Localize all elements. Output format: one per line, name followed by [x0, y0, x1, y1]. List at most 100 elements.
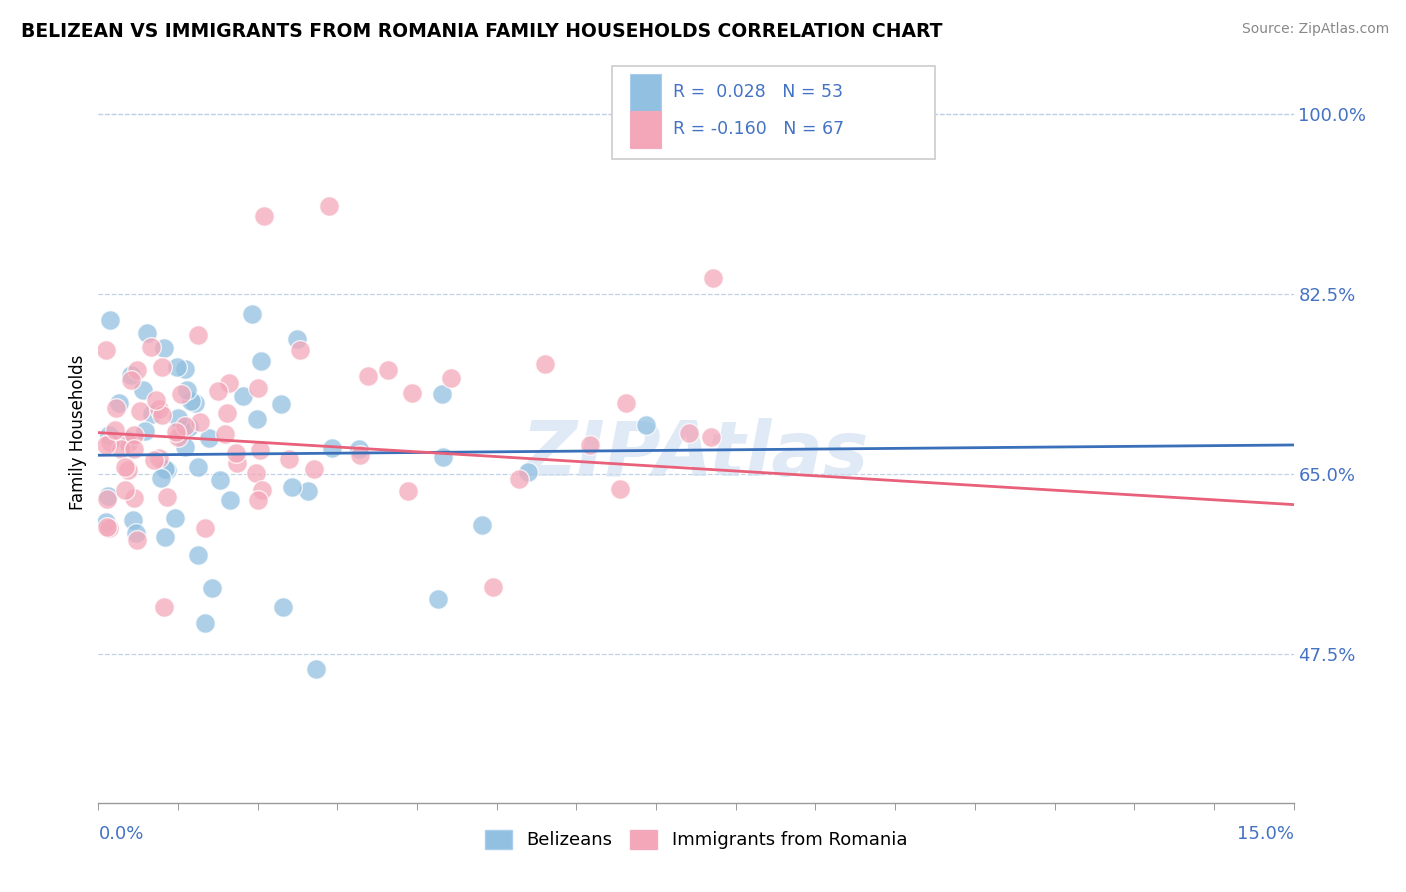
Point: [98, 428, 121, 442]
Point: [302, 461, 325, 475]
Point: [122, 491, 145, 505]
FancyBboxPatch shape: [630, 74, 661, 111]
Point: [141, 407, 163, 421]
Point: [281, 480, 304, 494]
FancyBboxPatch shape: [613, 66, 935, 159]
Point: [166, 359, 188, 374]
Text: 0.0%: 0.0%: [98, 825, 143, 844]
Point: [153, 530, 176, 544]
Point: [246, 412, 269, 426]
Point: [129, 403, 152, 417]
Text: BELIZEAN VS IMMIGRANTS FROM ROMANIA FAMILY HOUSEHOLDS CORRELATION CHART: BELIZEAN VS IMMIGRANTS FROM ROMANIA FAMI…: [21, 22, 942, 41]
Point: [163, 510, 186, 524]
Text: R = -0.160   N = 67: R = -0.160 N = 67: [673, 120, 845, 138]
Point: [377, 363, 399, 377]
Point: [125, 533, 148, 548]
Y-axis label: Family Households: Family Households: [69, 355, 87, 510]
Point: [187, 459, 209, 474]
Point: [245, 466, 267, 480]
Point: [120, 368, 142, 382]
Point: [218, 376, 240, 391]
Point: [271, 600, 294, 615]
Point: [194, 616, 217, 631]
Point: [534, 357, 557, 371]
Point: [96, 438, 118, 452]
Point: [165, 425, 187, 440]
Point: [104, 423, 127, 437]
Point: [349, 442, 371, 456]
Point: [194, 521, 217, 535]
Point: [173, 419, 195, 434]
Point: [247, 493, 270, 508]
Point: [219, 493, 242, 508]
Point: [114, 483, 136, 497]
Point: [432, 387, 454, 401]
Point: [145, 392, 167, 407]
Text: 15.0%: 15.0%: [1236, 825, 1294, 844]
Point: [184, 396, 207, 410]
Point: [225, 446, 247, 460]
FancyBboxPatch shape: [630, 112, 661, 147]
Point: [508, 472, 530, 486]
Point: [232, 389, 254, 403]
Point: [96, 491, 118, 506]
Text: ZIPAtlas: ZIPAtlas: [522, 417, 870, 491]
Point: [214, 427, 236, 442]
Point: [97, 489, 120, 503]
Point: [98, 312, 121, 326]
Point: [270, 397, 292, 411]
Point: [217, 406, 239, 420]
Point: [148, 450, 170, 465]
Point: [471, 518, 494, 533]
Legend: Belizeans, Immigrants from Romania: Belizeans, Immigrants from Romania: [478, 823, 914, 856]
Point: [304, 662, 326, 676]
Point: [117, 436, 139, 450]
Point: [173, 440, 195, 454]
Point: [432, 450, 454, 464]
Point: [132, 384, 155, 398]
Point: [152, 341, 174, 355]
Point: [115, 434, 138, 448]
Point: [349, 449, 371, 463]
Text: R =  0.028   N = 53: R = 0.028 N = 53: [673, 84, 844, 102]
Point: [678, 425, 700, 440]
Point: [240, 308, 263, 322]
Point: [108, 396, 131, 410]
Point: [702, 271, 724, 285]
Point: [517, 465, 540, 479]
Point: [226, 456, 249, 470]
Point: [170, 422, 193, 436]
Point: [139, 340, 162, 354]
Point: [247, 381, 270, 395]
Point: [198, 432, 221, 446]
Point: [96, 515, 118, 529]
Point: [201, 581, 224, 595]
Point: [579, 438, 602, 452]
Point: [249, 442, 271, 457]
Point: [105, 401, 128, 415]
Point: [187, 548, 209, 562]
Point: [252, 483, 274, 497]
Point: [150, 408, 173, 422]
Point: [207, 384, 229, 398]
Point: [634, 418, 657, 433]
Point: [174, 362, 197, 376]
Point: [297, 483, 319, 498]
Point: [187, 328, 209, 343]
Point: [277, 452, 299, 467]
Point: [148, 402, 170, 417]
Point: [120, 374, 142, 388]
Point: [127, 363, 149, 377]
Point: [153, 599, 176, 614]
Point: [125, 525, 148, 540]
Point: [357, 369, 380, 384]
Point: [250, 353, 273, 368]
Point: [614, 396, 637, 410]
Point: [287, 333, 309, 347]
Point: [121, 513, 143, 527]
Point: [134, 424, 156, 438]
Point: [176, 384, 198, 398]
Point: [427, 592, 450, 607]
Point: [122, 442, 145, 456]
Point: [321, 441, 343, 455]
